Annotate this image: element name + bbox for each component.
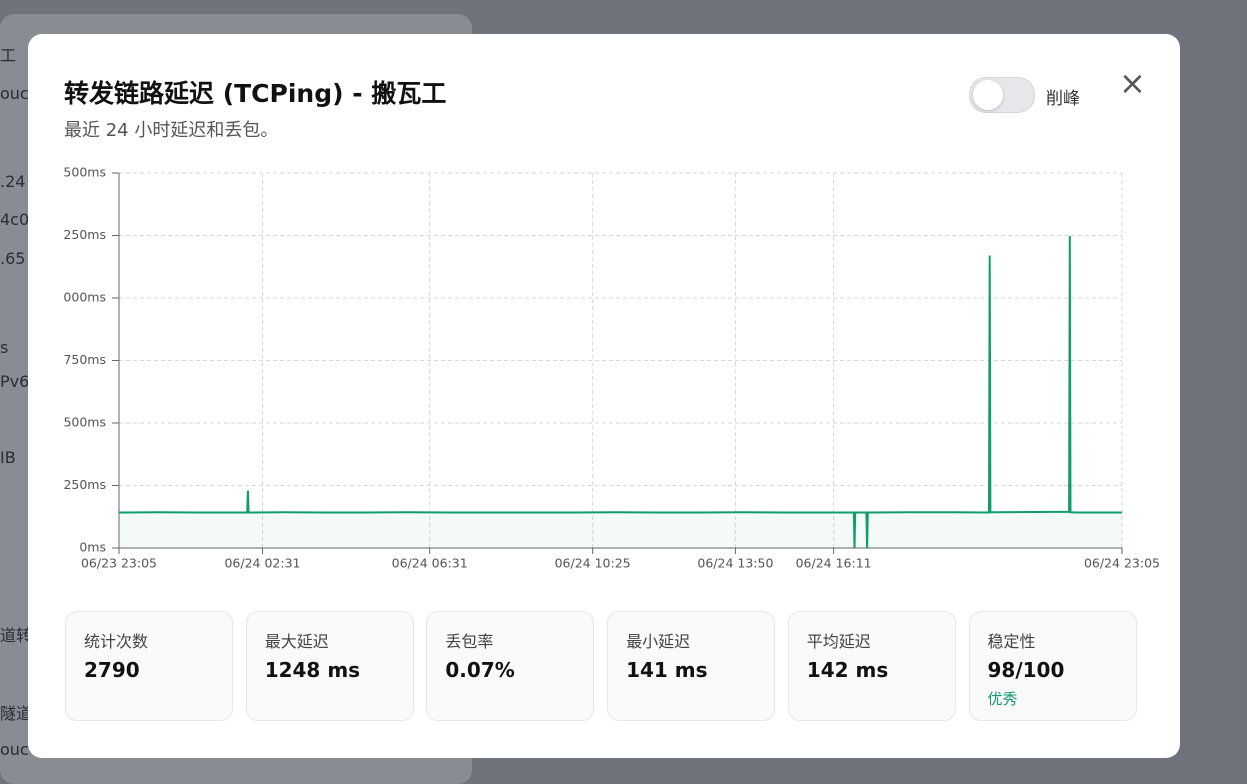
stat-value: 98/100 [987,658,1065,682]
stat-card: 平均延迟 142 ms [787,611,956,721]
x-tick-label: 06/24 10:25 [555,556,631,571]
stat-card: 统计次数 2790 [65,611,233,721]
background-text: ouc [0,84,29,103]
stat-label: 平均延迟 [806,632,871,651]
x-tick-label: 06/24 16:11 [796,556,872,571]
stat-label: 最大延迟 [264,632,329,651]
modal-subtitle: 最近 24 小时延迟和丢包。 [64,120,279,141]
y-tick-label: 1500ms [55,165,106,180]
close-button[interactable]: × [1119,64,1146,102]
stat-value: 2790 [84,658,140,682]
y-tick-label: 250ms [63,477,106,492]
modal-title: 转发链路延迟 (TCPing) - 搬瓦工 [64,79,447,108]
stat-value: 0.07% [445,658,515,682]
y-tick-label: 750ms [63,352,106,367]
stat-card: 稳定性 98/100 优秀 [968,611,1137,721]
background-text: IB [0,448,16,467]
plot: 0ms 250ms 500ms 750ms 1000ms 1250ms 1500ms 06/2… [55,165,1160,571]
stat-note: 优秀 [987,690,1018,708]
stat-card: 最大延迟 1248 ms [245,611,414,721]
stat-value: 141 ms [626,658,708,682]
stat-value: 1248 ms [264,658,361,682]
y-tick-label: 500ms [63,415,106,430]
toggle[interactable] [969,77,1035,113]
x-tick-label: 06/24 23:05 [1084,556,1160,571]
background-text: 隧道 [0,704,33,723]
background-text: ouc [0,740,29,759]
y-tick-label: 0ms [79,540,106,555]
stat-value: 142 ms [806,658,889,682]
background-text: .65 [0,249,26,268]
line [118,235,1122,549]
toggle-label: 削峰 [1046,89,1080,109]
y-tick-label: 1000ms [55,290,106,305]
stat-label: 最小延迟 [626,632,691,651]
background-text: 工 [0,46,17,65]
background-text: 4c0 [0,210,30,229]
background-text: Pv6 [0,372,30,391]
stat-label: 稳定性 [987,632,1036,651]
x-tick-label: 06/24 02:31 [224,556,300,571]
stat-label: 统计次数 [84,632,149,651]
x-tick-label: 06/24 06:31 [392,556,468,571]
stat-card: 最小延迟 141 ms [607,611,776,721]
x-tick-label: 06/23 23:05 [81,556,157,571]
background-text: 道转 [0,626,33,645]
line-area [119,236,1122,548]
background-text: s [0,338,9,357]
background-text: .24 [0,172,26,191]
stat-card: 丢包率 0.07% [426,611,595,721]
y-tick-label: 1250ms [55,227,106,242]
toggle-knob [973,80,1003,110]
x-tick-label: 06/24 13:50 [697,556,773,571]
stat-label: 丢包率 [445,632,494,651]
